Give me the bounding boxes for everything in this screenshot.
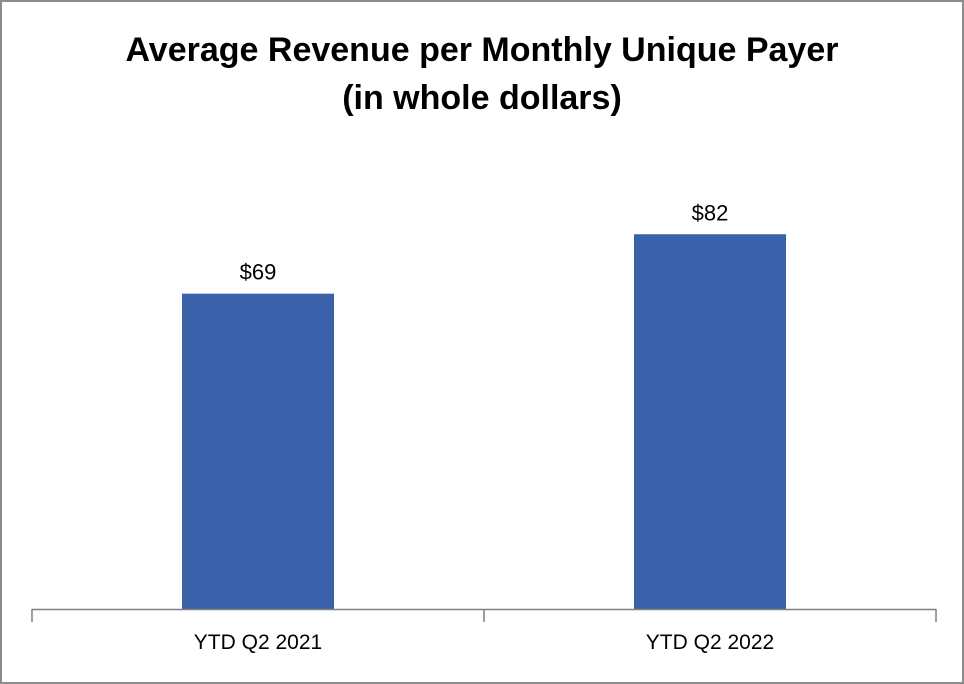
bar-2 <box>634 234 786 609</box>
bar-1 <box>182 293 334 609</box>
x-tick-label-2: YTD Q2 2022 <box>646 631 774 654</box>
chart-title: Average Revenue per Monthly Unique Payer… <box>2 26 962 122</box>
chart-title-line-2: (in whole dollars) <box>342 79 622 117</box>
data-label-2: $82 <box>692 200 729 225</box>
x-tick-label-1: YTD Q2 2021 <box>194 631 322 654</box>
data-label-1: $69 <box>240 260 277 285</box>
chart-title-line-1: Average Revenue per Monthly Unique Payer <box>125 31 839 69</box>
